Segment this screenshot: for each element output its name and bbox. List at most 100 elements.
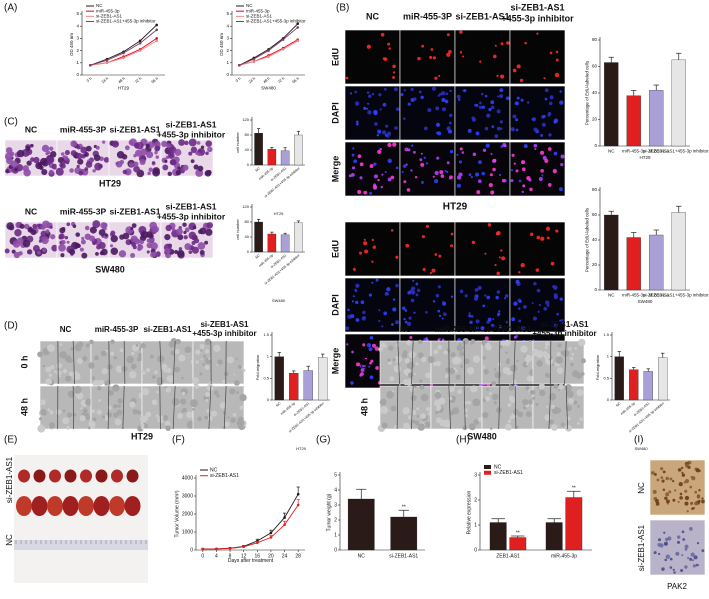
cell (154, 146, 160, 152)
cell (515, 280, 519, 284)
cell (687, 510, 689, 512)
cell (27, 249, 32, 254)
cell (387, 132, 391, 136)
texture (156, 377, 164, 385)
y-tick-label: 2 (334, 517, 337, 523)
cell (359, 252, 362, 255)
cell (441, 91, 445, 95)
error-bar (631, 90, 636, 95)
micrograph (140, 386, 195, 431)
cell (49, 147, 53, 151)
y-tick-label: 0.5 (263, 375, 269, 380)
texture (542, 351, 547, 356)
micrograph (109, 138, 161, 177)
texture (65, 376, 71, 382)
texture (117, 410, 123, 416)
cell (352, 300, 354, 302)
cell (370, 164, 374, 168)
cell (684, 502, 688, 506)
bar (275, 357, 284, 400)
cell (448, 129, 452, 133)
cell (162, 164, 168, 170)
cell (462, 55, 464, 57)
cell (60, 253, 64, 257)
texture (236, 391, 239, 394)
texture (225, 422, 230, 427)
cell (92, 169, 95, 172)
texture (234, 380, 240, 386)
cell (486, 144, 490, 148)
y-tick-label: 20 (592, 117, 598, 122)
x-tick-label: 48 h (263, 76, 271, 84)
texture (86, 344, 90, 348)
y-tick-label: 3 (76, 36, 79, 41)
cell (485, 95, 488, 98)
cell (426, 162, 428, 164)
cell (364, 250, 368, 254)
texture (54, 370, 57, 373)
cell (551, 262, 555, 266)
tumor (127, 470, 139, 483)
texture (141, 371, 143, 373)
cell (28, 227, 33, 232)
column-header: miR-455-3P (435, 325, 479, 334)
cell (94, 163, 102, 171)
column-header: miR-455-3P (60, 124, 107, 134)
x-tick-label: si-ZEB1-AS1+455-3p inhibitor (649, 149, 709, 154)
x-tick-label: NC (255, 253, 262, 260)
cell (421, 45, 424, 48)
cell (77, 165, 80, 168)
texture (552, 364, 554, 366)
y-tick-label: 2000 (182, 511, 193, 517)
texture (47, 408, 50, 411)
tumor (63, 496, 79, 516)
legend-swatch (484, 471, 491, 475)
cell (664, 559, 667, 562)
data-point (155, 24, 158, 27)
cell (204, 241, 208, 245)
cell (358, 154, 362, 158)
texture (130, 401, 135, 406)
block-label: SW480 (467, 431, 497, 441)
x-axis-label: Days after treatment (228, 558, 274, 564)
cell (381, 174, 383, 176)
cell (205, 170, 212, 177)
cell (675, 552, 679, 556)
texture (242, 369, 245, 372)
texture (174, 367, 180, 373)
texture (469, 423, 476, 430)
cell (682, 538, 685, 541)
cell (436, 294, 440, 298)
cell (52, 164, 58, 170)
cell (423, 268, 426, 271)
cell (664, 497, 667, 500)
y-axis-label: Percentage of EdU-labeled cells (585, 207, 590, 272)
cell (665, 492, 669, 496)
cell (134, 143, 140, 149)
x-tick-label: 96 h (292, 76, 300, 84)
texture (459, 351, 464, 356)
texture (224, 372, 229, 377)
cell (511, 169, 513, 171)
texture (387, 358, 390, 361)
cell (553, 169, 557, 173)
cell (367, 343, 371, 347)
texture (568, 398, 574, 404)
cell (541, 174, 543, 176)
texture (491, 381, 496, 386)
cell (41, 236, 49, 244)
data-point (238, 64, 241, 67)
cell (383, 311, 387, 315)
cell (460, 290, 464, 294)
cell (424, 157, 426, 159)
texture (472, 398, 480, 406)
block-label: SW480 (95, 264, 125, 274)
texture (233, 413, 237, 417)
cell (457, 184, 461, 188)
texture (217, 359, 222, 364)
cell (394, 126, 398, 130)
cell (496, 75, 498, 77)
texture (438, 345, 443, 350)
cell (520, 79, 523, 82)
texture (516, 425, 519, 428)
